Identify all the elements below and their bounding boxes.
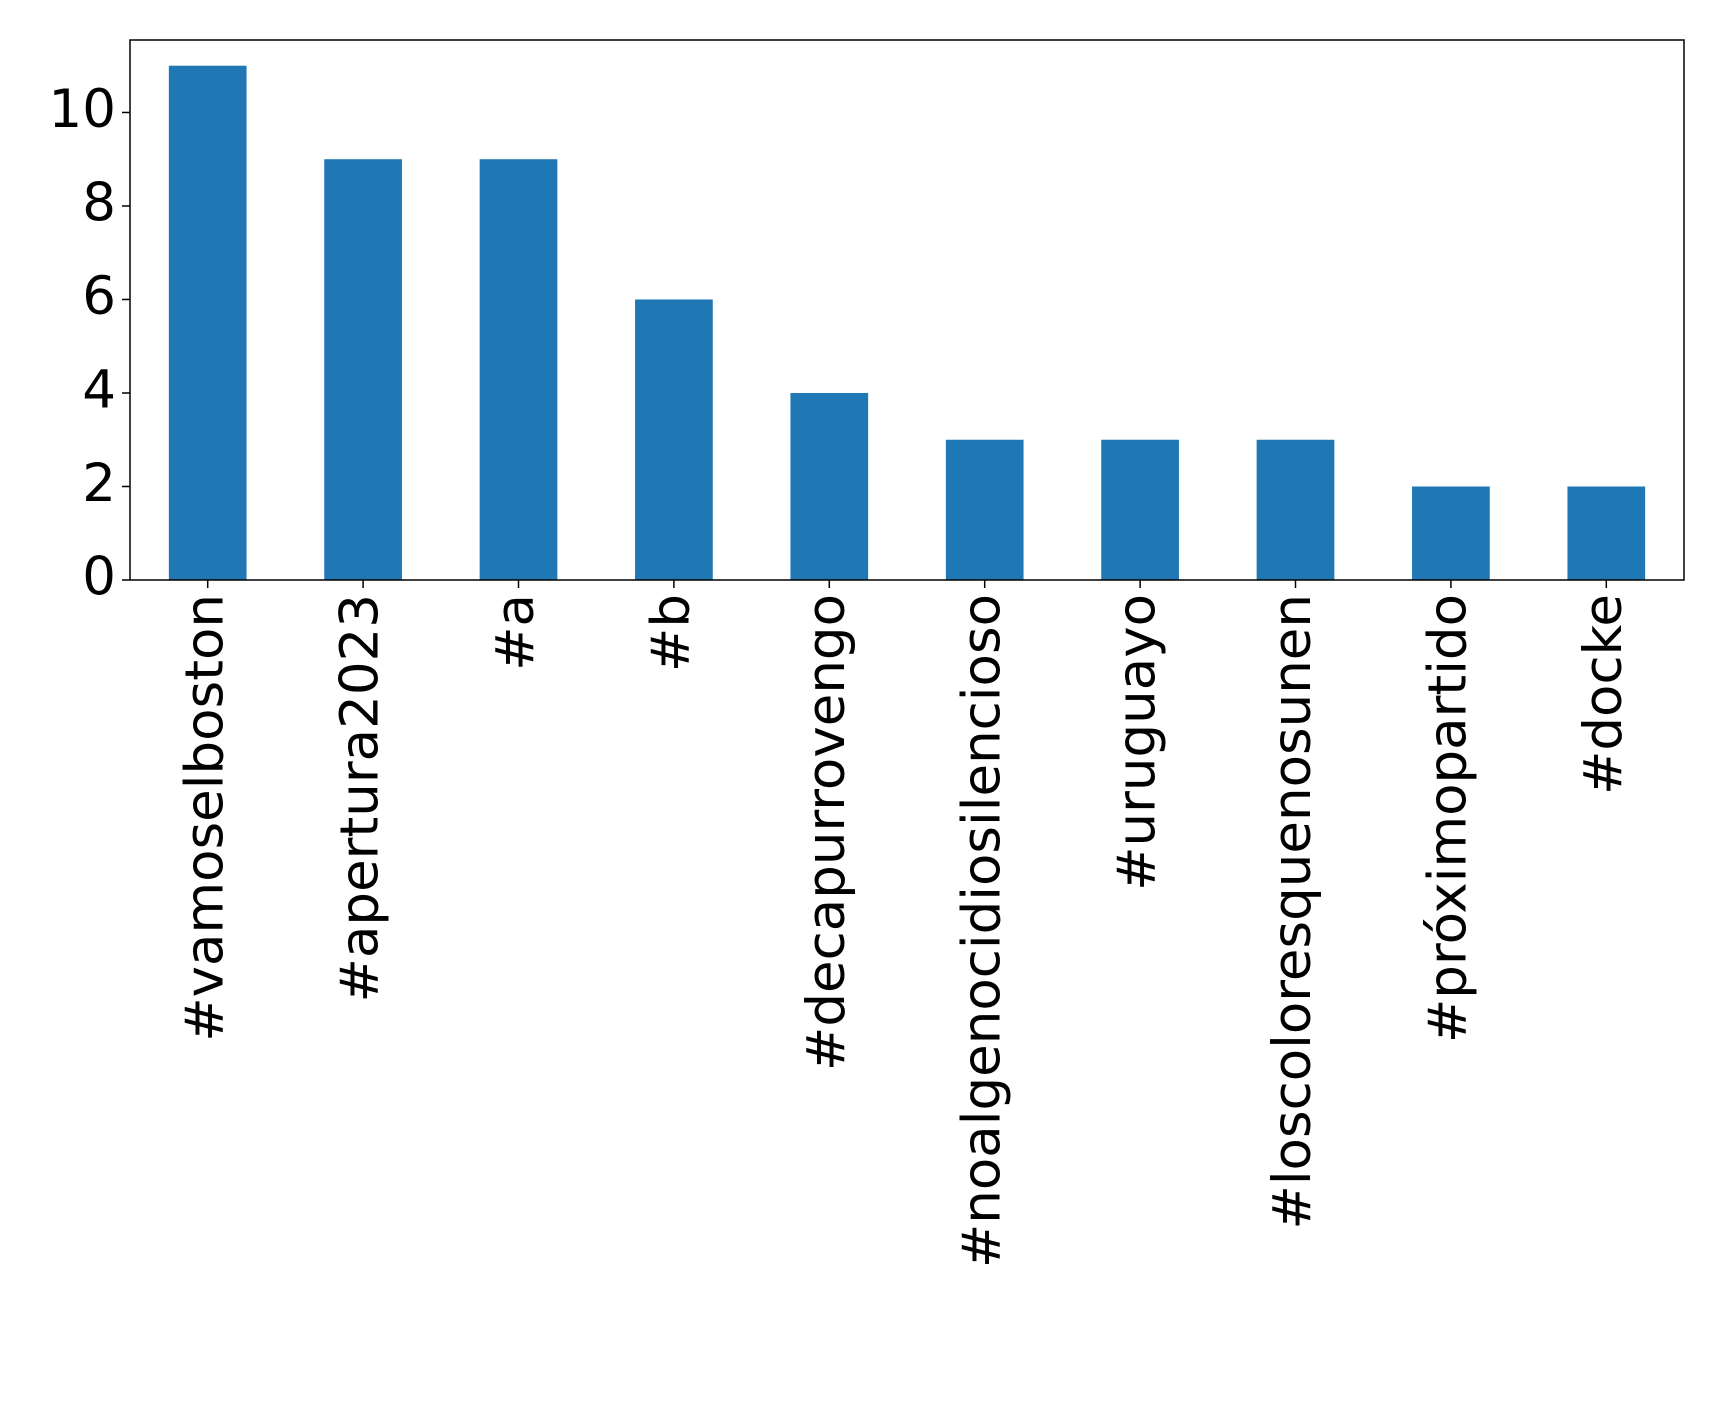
bar xyxy=(168,65,247,580)
y-tick-label: 0 xyxy=(82,547,116,608)
x-tick-label: #uruguayo xyxy=(1107,594,1168,891)
bar xyxy=(479,159,558,581)
x-tick-label: #noalgenocidiosilencioso xyxy=(951,594,1012,1268)
y-tick-label: 6 xyxy=(82,266,116,327)
bar xyxy=(635,299,713,580)
bar xyxy=(324,159,402,581)
bar xyxy=(1412,486,1490,580)
x-tick-label: #próximopartido xyxy=(1418,594,1479,1043)
y-tick-label: 10 xyxy=(49,79,116,140)
x-tick-label: #vamoselboston xyxy=(174,594,235,1042)
axes-frame xyxy=(129,39,1685,581)
y-tick-label: 4 xyxy=(82,360,116,421)
x-tick-label: #b xyxy=(641,594,702,672)
x-tick-label: #a xyxy=(485,594,546,671)
bar xyxy=(1567,486,1646,580)
y-tick-label: 2 xyxy=(82,453,116,514)
x-tick-label: #decapurrovengo xyxy=(796,594,857,1071)
x-tick-label: #apertura2023 xyxy=(330,594,391,1002)
x-tick-label: #docke xyxy=(1573,594,1634,795)
bar xyxy=(1256,439,1335,580)
bar xyxy=(945,439,1024,580)
bar xyxy=(1101,439,1179,580)
x-tick-label: #loscoloresquenosunen xyxy=(1262,594,1323,1230)
bar xyxy=(790,392,869,580)
y-tick-label: 8 xyxy=(82,173,116,234)
